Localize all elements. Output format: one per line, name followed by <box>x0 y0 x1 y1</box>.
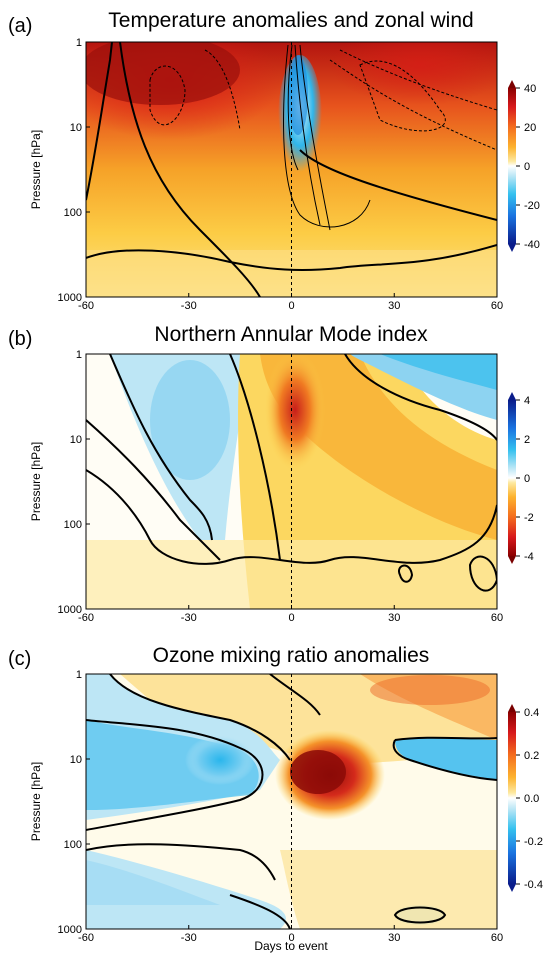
x-tick-label: 30 <box>388 300 400 312</box>
x-tick-label: 0 <box>288 932 294 944</box>
colorbar-tick-label: -20 <box>524 200 540 212</box>
y-tick-label: 1 <box>76 37 82 49</box>
colorbar-tick-label: 2 <box>524 434 530 446</box>
colorbar-tick-label: -2 <box>524 512 534 524</box>
panel-title-a: Temperature anomalies and zonal wind <box>108 9 473 32</box>
panel-letter-a: (a) <box>8 15 32 37</box>
y-axis-label: Pressure [hPa] <box>29 762 43 841</box>
colorbar-tick-label: 0.0 <box>524 793 539 805</box>
panel-c: (c) Ozone mixing ratio anomalies <box>8 644 498 930</box>
x-tick-label: 0 <box>288 612 294 624</box>
panel-title-c: Ozone mixing ratio anomalies <box>153 644 430 667</box>
x-tick-label: -60 <box>78 612 94 624</box>
colorbar-tick-label: -0.4 <box>524 879 543 891</box>
panel-a: (a) Temperature anomalies and zonal wind <box>8 9 498 298</box>
y-tick-label: 1 <box>76 669 82 681</box>
x-tick-label: 30 <box>388 932 400 944</box>
colorbar-tick-label: 4 <box>524 395 530 407</box>
colorbar-c <box>508 704 516 892</box>
panel-title-b: Northern Annular Mode index <box>154 323 428 346</box>
colorbar-tick-label: 20 <box>524 122 536 134</box>
x-axis-label: Days to event <box>254 939 328 953</box>
y-tick-label: 100 <box>64 839 82 851</box>
panel-letter-c: (c) <box>8 648 31 670</box>
x-tick-label: 30 <box>388 612 400 624</box>
y-tick-label: 10 <box>70 122 82 134</box>
x-tick-label: -30 <box>181 932 197 944</box>
colorbar-tick-label: -4 <box>524 551 534 563</box>
y-tick-label: 100 <box>64 207 82 219</box>
x-tick-label: -60 <box>78 932 94 944</box>
y-tick-label: 10 <box>70 434 82 446</box>
colorbar-tick-label: -40 <box>524 239 540 251</box>
colorbar-tick-label: 40 <box>524 83 536 95</box>
colorbar-b <box>508 392 516 564</box>
y-tick-label: 1000 <box>58 292 82 304</box>
x-tick-label: 60 <box>491 300 503 312</box>
y-tick-label: 1000 <box>58 924 82 936</box>
y-tick-label: 10 <box>70 754 82 766</box>
x-tick-label: -30 <box>181 612 197 624</box>
y-axis-label: Pressure [hPa] <box>29 130 43 209</box>
colorbar-tick-label: 0.2 <box>524 750 539 762</box>
panel-b: (b) Northern Annular Mode index <box>8 323 498 610</box>
x-tick-label: 60 <box>491 932 503 944</box>
colorbar-tick-label: 0.4 <box>524 707 539 719</box>
heatmap-a <box>86 42 497 297</box>
x-tick-label: -30 <box>181 300 197 312</box>
y-axis-label: Pressure [hPa] <box>29 442 43 521</box>
x-tick-label: -60 <box>78 300 94 312</box>
x-tick-label: 60 <box>491 612 503 624</box>
y-tick-label: 100 <box>64 519 82 531</box>
panel-letter-b: (b) <box>8 328 32 350</box>
x-tick-label: 0 <box>288 300 294 312</box>
heatmap-c <box>86 674 497 929</box>
colorbar-tick-label: 0 <box>524 473 530 485</box>
colorbar-tick-label: -0.2 <box>524 836 543 848</box>
colorbar-tick-label: 0 <box>524 161 530 173</box>
colorbar-a <box>508 80 516 252</box>
y-tick-label: 1 <box>76 349 82 361</box>
heatmap-b <box>86 354 497 609</box>
y-tick-label: 1000 <box>58 604 82 616</box>
